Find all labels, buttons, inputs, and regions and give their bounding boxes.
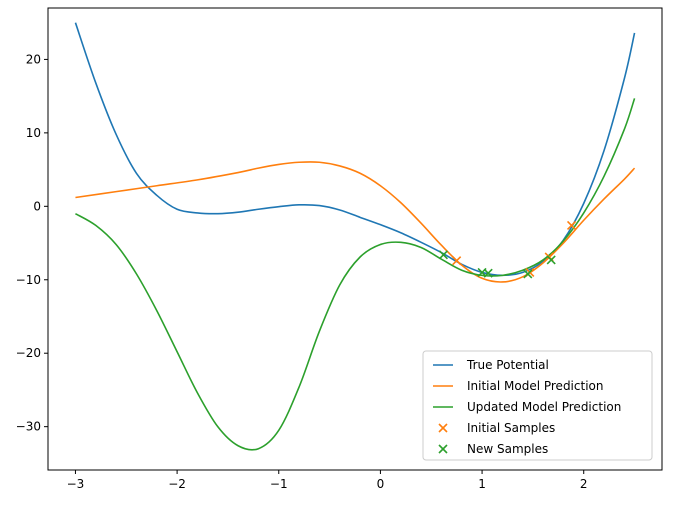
legend-label-3: Initial Samples	[467, 421, 555, 435]
axes-frame	[47, 7, 663, 471]
series-layer	[74, 22, 636, 451]
x-tick-label-4: 1	[478, 477, 486, 491]
scatter-point-4-0-stroke-b	[438, 250, 449, 260]
legend-label-4: New Samples	[467, 442, 548, 456]
scatter-point-4-4	[546, 255, 556, 265]
scatter-point-4-3	[523, 269, 533, 279]
scatter-point-4-4-stroke-b	[546, 255, 556, 265]
legend-swatch-4	[438, 444, 448, 454]
x-axis: −3 −2 −1 0 1 2	[67, 470, 588, 491]
scatter-point-3-3	[566, 220, 577, 230]
series-line-1	[75, 161, 636, 283]
y-tick-label-2: −10	[16, 273, 41, 287]
scatter-point-4-0	[438, 250, 449, 260]
scatter-point-3-3-stroke-b	[566, 220, 577, 230]
x-tick-label-2: −1	[270, 477, 288, 491]
y-tick-label-1: −20	[16, 346, 41, 360]
legend-swatch-3-stroke-b	[438, 423, 448, 433]
scatter-point-3-0-stroke-b	[452, 256, 462, 266]
y-tick-label-4: 10	[26, 126, 41, 140]
y-tick-label-0: −30	[16, 420, 41, 434]
x-tick-label-0: −3	[67, 477, 85, 491]
scatter-point-4-2-stroke-b	[483, 268, 493, 278]
y-tick-label-3: 0	[33, 199, 41, 213]
y-tick-label-5: 20	[26, 52, 41, 66]
legend-label-1: Initial Model Prediction	[467, 379, 603, 393]
plot-area	[47, 7, 663, 471]
x-tick-label-5: 2	[580, 477, 588, 491]
x-tick-label-1: −2	[168, 477, 186, 491]
legend-box	[422, 350, 653, 461]
x-tick-label-3: 0	[377, 477, 385, 491]
scatter-point-4-3-stroke-b	[523, 269, 533, 279]
y-axis: −30 −20 −10 0 10 20	[16, 52, 48, 434]
scatter-point-3-0	[452, 256, 462, 266]
series-line-2	[75, 98, 636, 451]
legend-swatch-3	[438, 423, 448, 433]
legend-label-0: True Potential	[466, 358, 549, 372]
legend-label-2: Updated Model Prediction	[467, 400, 621, 414]
legend-swatch-4-stroke-b	[438, 444, 448, 454]
legend: True Potential Initial Model Prediction Up…	[422, 350, 653, 461]
scatter-point-4-2	[483, 268, 493, 278]
